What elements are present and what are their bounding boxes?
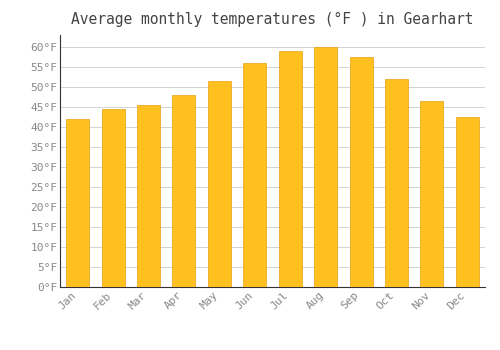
Bar <box>350 57 372 287</box>
Bar <box>385 79 408 287</box>
Bar <box>244 63 266 287</box>
Title: Average monthly temperatures (°F ) in Gearhart: Average monthly temperatures (°F ) in Ge… <box>72 12 474 27</box>
Bar <box>102 109 124 287</box>
Bar <box>66 119 89 287</box>
Bar <box>314 47 337 287</box>
Bar <box>456 117 479 287</box>
Bar <box>137 105 160 287</box>
Bar <box>278 51 301 287</box>
Bar <box>208 81 231 287</box>
Bar <box>172 95 196 287</box>
Bar <box>420 101 444 287</box>
